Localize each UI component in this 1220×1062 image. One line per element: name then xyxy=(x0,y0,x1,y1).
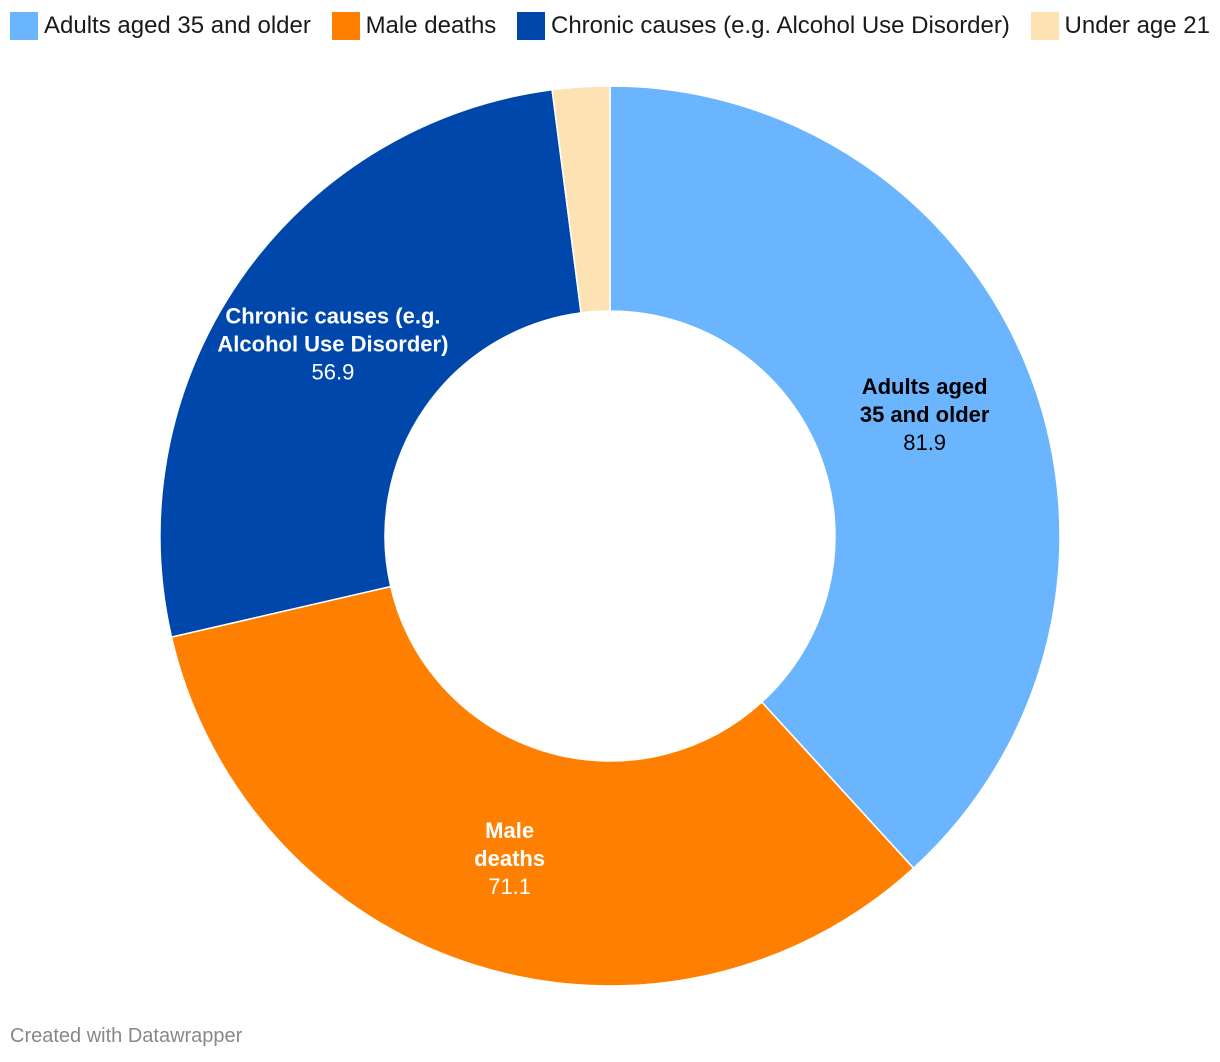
donut-slice-under-21 xyxy=(551,85,611,314)
data-label-value: 81.9 xyxy=(903,430,946,455)
data-label-name: Chronic causes (e.g. xyxy=(225,303,440,328)
legend-swatch xyxy=(517,12,545,40)
legend-item-adults-35-plus: Adults aged 35 and older xyxy=(10,12,311,40)
data-label-name: deaths xyxy=(474,846,545,871)
legend-swatch xyxy=(331,12,360,40)
data-label-name: 35 and older xyxy=(860,402,990,427)
legend-item-under-21: Under age 21 xyxy=(1030,12,1210,40)
data-label-value: 56.9 xyxy=(312,359,355,384)
legend-label: Under age 21 xyxy=(1064,12,1210,39)
data-label-name: Male xyxy=(485,818,534,843)
legend-item-chronic-causes: Chronic causes (e.g. Alcohol Use Disorde… xyxy=(517,12,1010,40)
legend-label: Chronic causes (e.g. Alcohol Use Disorde… xyxy=(551,12,1010,39)
data-label-name: Alcohol Use Disorder) xyxy=(217,331,448,356)
data-label-name: Adults aged xyxy=(862,374,988,399)
donut-slice-chronic-causes xyxy=(159,88,582,638)
legend-label: Male deaths xyxy=(365,12,497,39)
legend-item-male-deaths: Male deaths xyxy=(331,12,497,40)
data-label-value: 71.1 xyxy=(488,874,531,899)
footer-credit: Created with Datawrapper xyxy=(10,1025,243,1047)
legend-label: Adults aged 35 and older xyxy=(44,12,311,39)
donut-slice-male-deaths xyxy=(170,585,915,987)
data-label-adults-35-plus: Adults aged 35 and older 81.9 xyxy=(860,374,990,455)
data-label-chronic-causes: Chronic causes (e.g. Alcohol Use Disorder… xyxy=(217,303,448,384)
legend-swatch xyxy=(10,12,38,40)
legend-swatch xyxy=(1030,12,1059,40)
donut-slice-adults-35-plus xyxy=(609,85,1061,870)
legend: Adults aged 35 and older Male deaths Chr… xyxy=(10,12,1210,40)
data-label-male-deaths: Male deaths 71.1 xyxy=(474,818,545,899)
